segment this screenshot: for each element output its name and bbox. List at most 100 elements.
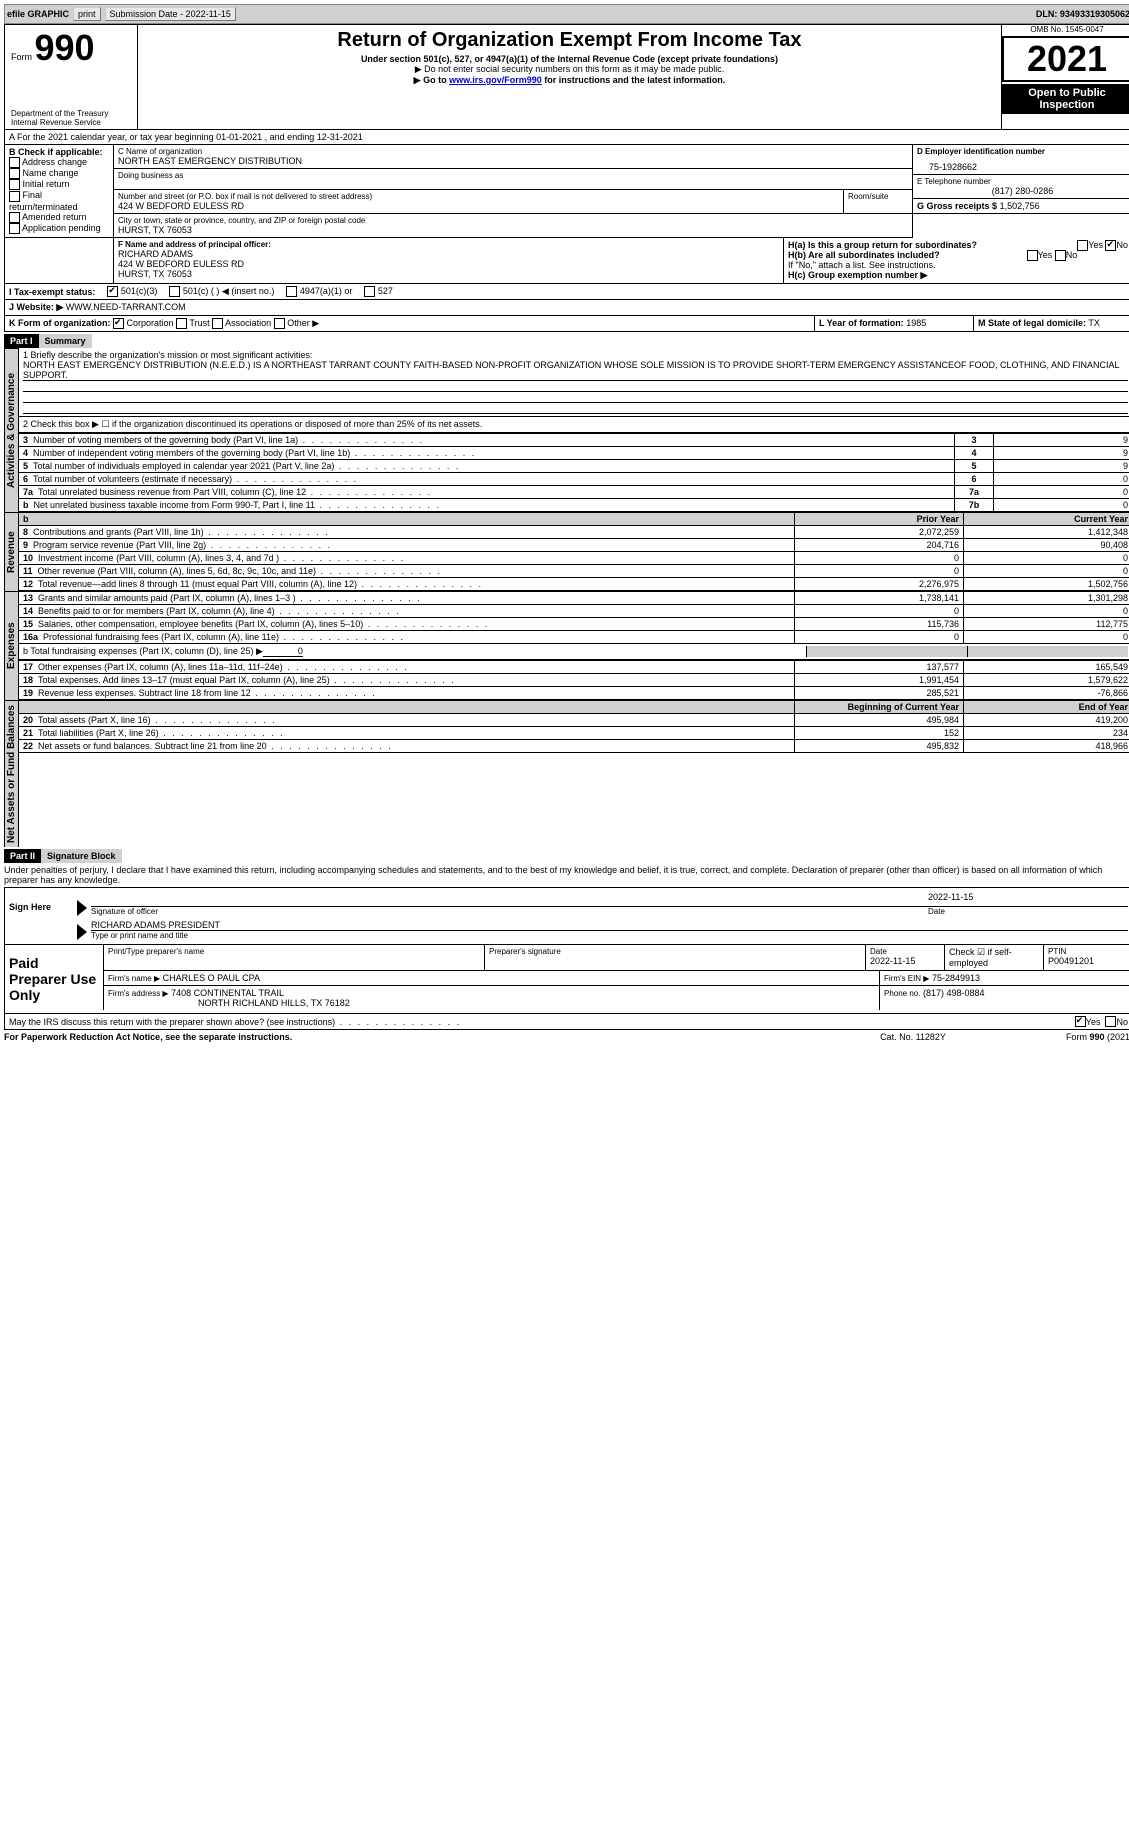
org-name: NORTH EAST EMERGENCY DISTRIBUTION <box>118 156 908 166</box>
note-ssn: ▶ Do not enter social security numbers o… <box>144 64 995 75</box>
l16b-label: b Total fundraising expenses (Part IX, c… <box>23 646 263 656</box>
city-value: HURST, TX 76053 <box>118 225 908 235</box>
firm-addr1: 7408 CONTINENTAL TRAIL <box>171 988 284 998</box>
hc-label: H(c) Group exemption number ▶ <box>788 270 1128 281</box>
l1-text: NORTH EAST EMERGENCY DISTRIBUTION (N.E.E… <box>23 360 1128 381</box>
note-goto-pre: ▶ Go to <box>414 75 449 85</box>
check-501c[interactable] <box>169 286 180 297</box>
check-self-label: Check ☑ if self-employed <box>945 945 1044 971</box>
prep-date: 2022-11-15 <box>870 956 940 966</box>
firm-addr2: NORTH RICHLAND HILLS, TX 76182 <box>108 998 350 1008</box>
table-row: 11 Other revenue (Part VIII, column (A),… <box>19 565 1129 578</box>
prep-date-label: Date <box>870 947 940 956</box>
firm-phone-label: Phone no. <box>884 989 920 998</box>
hb-yes-check[interactable] <box>1027 250 1038 261</box>
room-label: Room/suite <box>848 192 908 201</box>
irs-label: Internal Revenue Service <box>11 118 131 127</box>
hb-label: H(b) Are all subordinates included? <box>788 250 940 260</box>
ptin-value: P00491201 <box>1048 956 1128 966</box>
prep-sig-label: Preparer's signature <box>489 947 861 956</box>
vlabel-expenses: Expenses <box>4 591 19 700</box>
table-row: 8 Contributions and grants (Part VIII, l… <box>19 526 1129 539</box>
declaration-text: Under penalties of perjury, I declare th… <box>4 863 1129 888</box>
firm-addr-label: Firm's address ▶ <box>108 989 169 998</box>
table-row: 14 Benefits paid to or for members (Part… <box>19 605 1129 618</box>
year-formation-value: 1985 <box>906 318 926 328</box>
check-initial-return[interactable] <box>9 179 20 190</box>
sig-officer-label: Signature of officer <box>91 907 928 916</box>
phone-label: E Telephone number <box>917 177 1128 186</box>
website-value: WWW.NEED-TARRANT.COM <box>66 302 186 312</box>
website-label: J Website: ▶ <box>9 302 63 312</box>
table-row: 12 Total revenue—add lines 8 through 11 … <box>19 578 1129 591</box>
table-row: 13 Grants and similar amounts paid (Part… <box>19 592 1129 605</box>
table-row: 6 Total number of volunteers (estimate i… <box>19 473 1129 486</box>
domicile-label: M State of legal domicile: <box>978 318 1086 328</box>
table-row: 7a Total unrelated business revenue from… <box>19 486 1129 499</box>
dept-label: Department of the Treasury <box>11 109 131 118</box>
hb-no-check[interactable] <box>1055 250 1066 261</box>
phone-value: (817) 280-0286 <box>917 186 1128 196</box>
part1-title: Summary <box>39 334 92 348</box>
open-public-badge: Open to Public Inspection <box>1002 84 1129 114</box>
check-other[interactable] <box>274 318 285 329</box>
table-row: 10 Investment income (Part VIII, column … <box>19 552 1129 565</box>
prep-name-label: Print/Type preparer's name <box>108 947 480 956</box>
check-corp[interactable] <box>113 318 124 329</box>
street-label: Number and street (or P.O. box if mail i… <box>118 192 839 201</box>
form-label: Form <box>11 52 32 62</box>
ha-no-check[interactable] <box>1105 240 1116 251</box>
sig-date: 2022-11-15 <box>928 892 1128 906</box>
ha-yes-check[interactable] <box>1077 240 1088 251</box>
officer-label: F Name and address of principal officer: <box>118 240 779 249</box>
paid-preparer-label: Paid Preparer Use Only <box>5 945 103 1013</box>
submission-date-button[interactable]: Submission Date - 2022-11-15 <box>105 7 236 21</box>
table-row: 19 Revenue less expenses. Subtract line … <box>19 687 1129 700</box>
expenses-table-2: 17 Other expenses (Part IX, column (A), … <box>19 660 1129 700</box>
table-row: 16a Professional fundraising fees (Part … <box>19 631 1129 644</box>
check-address-change[interactable] <box>9 157 20 168</box>
table-row: 21 Total liabilities (Part X, line 26)15… <box>19 727 1129 740</box>
officer-street: 424 W BEDFORD EULESS RD <box>118 259 779 269</box>
check-501c3[interactable] <box>107 286 118 297</box>
table-row: 17 Other expenses (Part IX, column (A), … <box>19 661 1129 674</box>
hb-note: If "No," attach a list. See instructions… <box>788 260 1128 270</box>
firm-name-label: Firm's name ▶ <box>108 974 160 983</box>
dba-label: Doing business as <box>118 171 908 180</box>
ein-label: D Employer identification number <box>917 147 1128 156</box>
type-name-label: Type or print name and title <box>91 931 1128 940</box>
box-b-label: B Check if applicable: <box>9 147 109 157</box>
check-4947[interactable] <box>286 286 297 297</box>
table-row: 18 Total expenses. Add lines 13–17 (must… <box>19 674 1129 687</box>
discuss-no-check[interactable] <box>1105 1016 1116 1027</box>
firm-ein-label: Firm's EIN ▶ <box>884 974 929 983</box>
tax-year: 2021 <box>1002 36 1129 82</box>
domicile-value: TX <box>1088 318 1100 328</box>
check-trust[interactable] <box>176 318 187 329</box>
revenue-table: bPrior YearCurrent Year 8 Contributions … <box>19 512 1129 591</box>
form-number: 990 <box>35 27 95 68</box>
check-name-change[interactable] <box>9 168 20 179</box>
l16b-val: 0 <box>263 646 303 657</box>
officer-city: HURST, TX 76053 <box>118 269 779 279</box>
check-application-pending[interactable] <box>9 223 20 234</box>
print-button[interactable]: print <box>73 7 101 21</box>
irs-link[interactable]: www.irs.gov/Form990 <box>449 75 542 85</box>
part2-bar: Part II <box>4 849 41 863</box>
toolbar: efile GRAPHIC print Submission Date - 20… <box>4 4 1129 24</box>
table-row: 5 Total number of individuals employed i… <box>19 460 1129 473</box>
discuss-yes-check[interactable] <box>1075 1016 1086 1027</box>
date-label: Date <box>928 907 1128 916</box>
check-527[interactable] <box>364 286 375 297</box>
year-formation-label: L Year of formation: <box>819 318 904 328</box>
firm-ein: 75-2849913 <box>932 973 980 983</box>
check-assoc[interactable] <box>212 318 223 329</box>
table-row: 22 Net assets or fund balances. Subtract… <box>19 740 1129 753</box>
check-amended-return[interactable] <box>9 212 20 223</box>
table-row: 9 Program service revenue (Part VIII, li… <box>19 539 1129 552</box>
vlabel-revenue: Revenue <box>4 512 19 591</box>
check-final-return[interactable] <box>9 191 20 202</box>
pra-notice: For Paperwork Reduction Act Notice, see … <box>4 1032 813 1042</box>
firm-phone: (817) 498-0884 <box>923 988 985 998</box>
ptin-label: PTIN <box>1048 947 1128 956</box>
